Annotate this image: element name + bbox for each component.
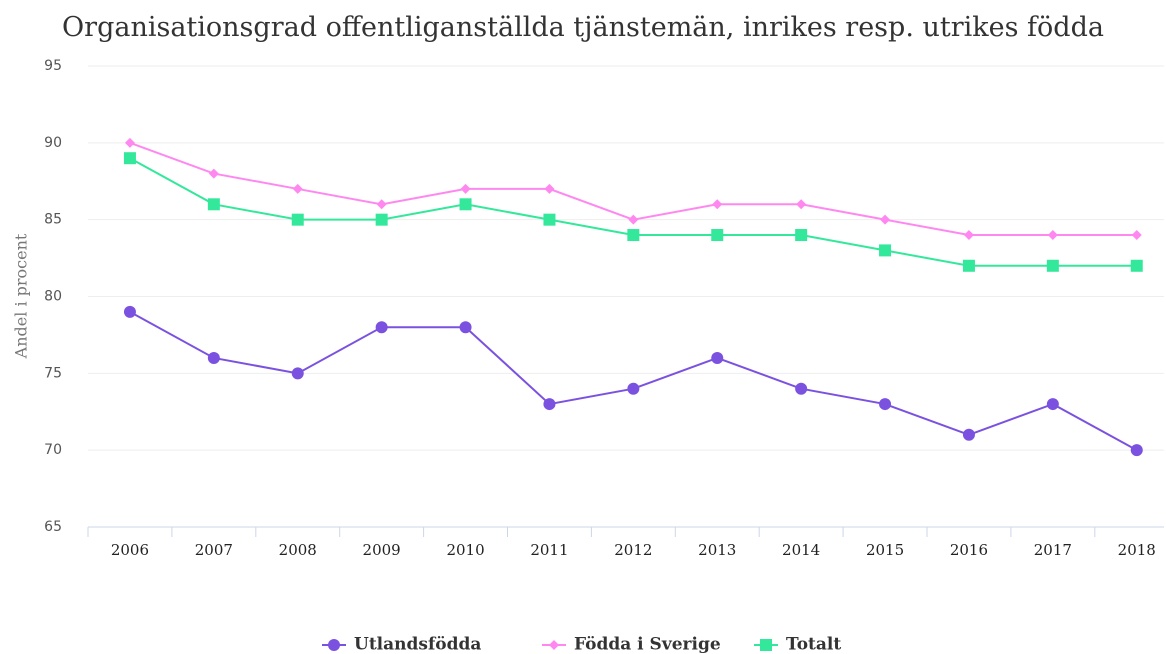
y-tick-label: 80 <box>44 289 62 305</box>
legend-marker <box>760 639 772 651</box>
x-tick-label: 2008 <box>279 541 317 559</box>
point <box>376 199 387 210</box>
legend-label: Totalt <box>786 635 841 654</box>
point <box>1046 398 1059 411</box>
point <box>879 244 892 257</box>
legend-marker <box>549 640 559 650</box>
x-tick-label: 2011 <box>530 541 568 559</box>
point <box>123 305 136 318</box>
point <box>375 321 388 334</box>
x-tick-label: 2017 <box>1034 541 1072 559</box>
y-tick-label: 65 <box>44 519 62 535</box>
y-tick-label: 95 <box>44 58 62 74</box>
point <box>879 398 892 411</box>
point <box>795 229 808 242</box>
x-tick-label: 2012 <box>614 541 652 559</box>
point <box>207 198 220 211</box>
point <box>544 183 555 194</box>
chart-title: Organisationsgrad offentliganställda tjä… <box>62 12 1104 43</box>
y-tick-label: 85 <box>44 212 62 228</box>
point <box>796 199 807 210</box>
point <box>962 259 975 272</box>
legend-label: Utlandsfödda <box>354 635 481 654</box>
point <box>880 214 891 225</box>
point <box>208 168 219 179</box>
point <box>124 137 135 148</box>
point <box>291 367 304 380</box>
point <box>543 398 556 411</box>
point <box>543 213 556 226</box>
point <box>1131 230 1142 241</box>
point <box>963 230 974 241</box>
point <box>795 382 808 395</box>
x-tick-label: 2014 <box>782 541 820 559</box>
legend-label: Födda i Sverige <box>574 635 721 654</box>
x-tick-label: 2006 <box>111 541 149 559</box>
y-axis-label: Andel i procent <box>12 233 31 359</box>
point <box>292 183 303 194</box>
point <box>459 198 472 211</box>
point <box>627 382 640 395</box>
x-tick-label: 2013 <box>698 541 736 559</box>
y-tick-label: 70 <box>44 442 62 458</box>
y-tick-label: 90 <box>44 135 62 151</box>
series-line <box>129 157 1137 267</box>
point <box>711 229 724 242</box>
point <box>460 183 471 194</box>
point <box>1047 230 1058 241</box>
point <box>1130 259 1143 272</box>
x-tick-label: 2016 <box>950 541 988 559</box>
series-line <box>129 310 1138 452</box>
point <box>123 152 136 165</box>
point <box>627 229 640 242</box>
point <box>711 351 724 364</box>
x-tick-label: 2009 <box>363 541 401 559</box>
x-tick-label: 2015 <box>866 541 904 559</box>
point <box>1130 444 1143 457</box>
point <box>375 213 388 226</box>
y-tick-label: 75 <box>44 365 62 381</box>
point <box>291 213 304 226</box>
x-tick-label: 2010 <box>446 541 484 559</box>
point <box>712 199 723 210</box>
point <box>962 428 975 441</box>
legend-marker <box>328 639 340 651</box>
point <box>1046 259 1059 272</box>
point <box>207 351 220 364</box>
x-tick-label: 2018 <box>1118 541 1156 559</box>
point <box>628 214 639 225</box>
point <box>459 321 472 334</box>
x-tick-label: 2007 <box>195 541 233 559</box>
